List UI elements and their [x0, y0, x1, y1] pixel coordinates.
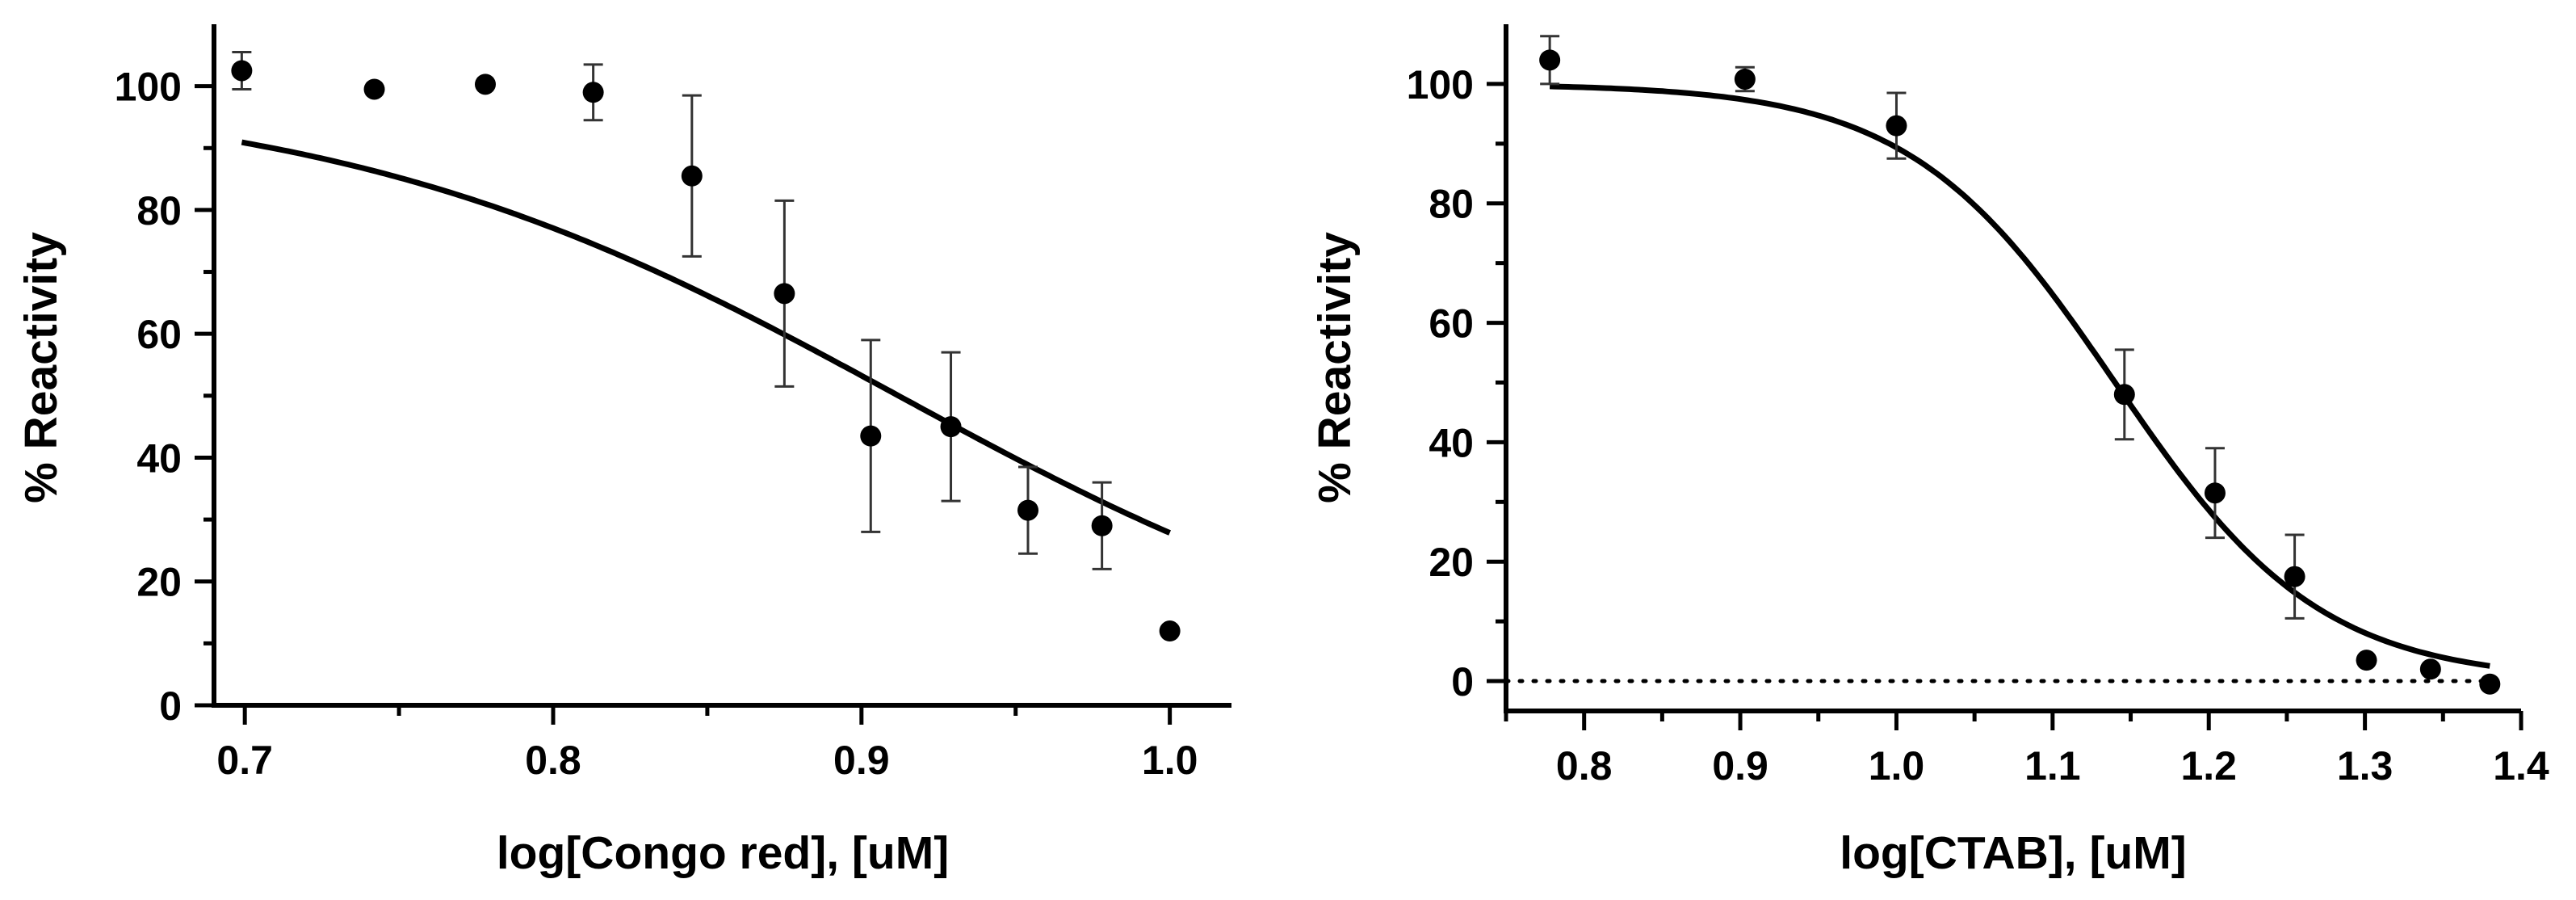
y-axis-title: % Reactivity — [15, 232, 67, 503]
x-tick-label: 1.1 — [2024, 743, 2081, 789]
y-tick-label: 60 — [1429, 301, 1474, 347]
x-tick-label: 0.8 — [525, 738, 581, 783]
data-point — [860, 425, 882, 447]
y-tick-label: 80 — [1429, 182, 1474, 227]
y-tick-label: 60 — [136, 312, 182, 357]
y-tick-label: 40 — [1429, 420, 1474, 465]
data-point — [1539, 49, 1561, 71]
data-point — [475, 74, 496, 95]
data-point — [774, 283, 795, 305]
x-tick-label: 1.2 — [2180, 743, 2237, 789]
fit-curve — [1549, 83, 2490, 669]
data-point — [1091, 515, 1113, 536]
x-tick-label: 1.4 — [2493, 743, 2549, 789]
data-point — [582, 82, 604, 103]
fit-curve — [241, 139, 1172, 536]
data-point — [2284, 566, 2305, 587]
y-tick-label: 20 — [136, 560, 182, 605]
data-point — [2356, 650, 2377, 671]
data-point — [2479, 673, 2501, 695]
x-tick-label: 0.9 — [1712, 743, 1768, 789]
data-point — [1734, 69, 1756, 90]
data-point — [1886, 115, 1907, 137]
y-tick-label: 0 — [1451, 659, 1474, 704]
x-tick-label: 1.3 — [2337, 743, 2393, 789]
x-tick-label: 1.0 — [1869, 743, 1925, 789]
x-tick-label: 0.7 — [216, 738, 273, 783]
data-point — [1159, 620, 1181, 642]
y-axis-title: % Reactivity — [1309, 232, 1361, 503]
data-point — [231, 60, 253, 82]
data-point — [1017, 499, 1038, 521]
data-point — [940, 416, 962, 438]
x-tick-label: 0.8 — [1556, 743, 1613, 789]
y-tick-label: 100 — [115, 65, 182, 110]
y-tick-label: 0 — [159, 683, 182, 729]
data-point — [2204, 482, 2226, 504]
y-tick-label: 100 — [1407, 62, 1474, 107]
right-panel-ctab: 0 20 40 60 80 100 0.8 0.9 1.0 1.1 1.2 1.3 1.4 log[CTA… — [1309, 24, 2549, 879]
left-panel-congo-red: 0 20 40 60 80 100 0.7 0.8 0.9 1.0 log[Congo red], … — [15, 24, 1231, 879]
y-tick-label: 40 — [136, 435, 182, 481]
data-point — [681, 165, 703, 187]
x-tick-label: 0.9 — [833, 738, 890, 783]
data-point — [2419, 658, 2441, 680]
x-axis-title: log[CTAB], [uM] — [1840, 827, 2186, 879]
data-point — [2113, 384, 2135, 406]
x-tick-label: 1.0 — [1142, 738, 1198, 783]
y-tick-label: 80 — [136, 188, 182, 233]
y-tick-label: 20 — [1429, 540, 1474, 585]
data-point — [363, 78, 385, 100]
x-axis-title: log[Congo red], [uM] — [497, 827, 949, 879]
